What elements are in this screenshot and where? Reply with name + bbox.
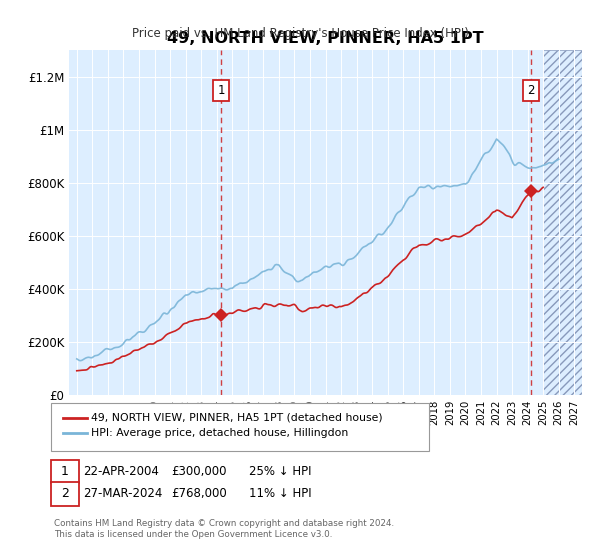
Text: 27-MAR-2024: 27-MAR-2024: [83, 487, 162, 501]
Text: 22-APR-2004: 22-APR-2004: [83, 465, 158, 478]
Text: 2: 2: [527, 83, 535, 97]
Text: 2: 2: [61, 487, 69, 501]
Text: HPI: Average price, detached house, Hillingdon: HPI: Average price, detached house, Hill…: [91, 428, 349, 438]
Text: 11% ↓ HPI: 11% ↓ HPI: [249, 487, 311, 501]
Text: £300,000: £300,000: [171, 465, 227, 478]
Text: Contains HM Land Registry data © Crown copyright and database right 2024.
This d: Contains HM Land Registry data © Crown c…: [54, 519, 394, 539]
Text: £768,000: £768,000: [171, 487, 227, 501]
Text: 1: 1: [217, 83, 225, 97]
Text: 1: 1: [61, 465, 69, 478]
Text: 49, NORTH VIEW, PINNER, HA5 1PT (detached house): 49, NORTH VIEW, PINNER, HA5 1PT (detache…: [91, 413, 383, 423]
Bar: [543, 50, 582, 395]
Text: 25% ↓ HPI: 25% ↓ HPI: [249, 465, 311, 478]
Title: 49, NORTH VIEW, PINNER, HA5 1PT: 49, NORTH VIEW, PINNER, HA5 1PT: [167, 31, 484, 46]
Text: Price paid vs. HM Land Registry's House Price Index (HPI): Price paid vs. HM Land Registry's House …: [131, 27, 469, 40]
